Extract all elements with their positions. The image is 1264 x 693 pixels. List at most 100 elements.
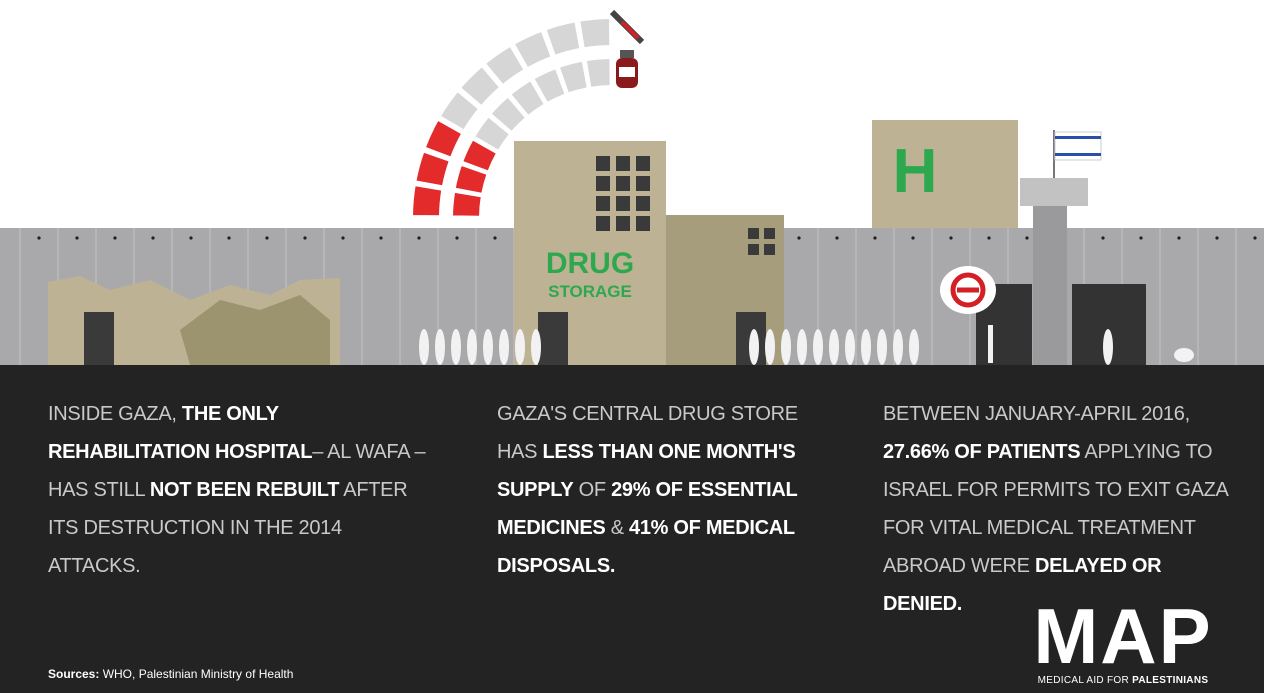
person xyxy=(781,329,791,365)
logo-tagline: MEDICAL AID FOR PALESTINIANS xyxy=(1028,675,1218,686)
tower-top xyxy=(1020,178,1088,206)
window xyxy=(764,244,775,255)
person xyxy=(1103,329,1113,365)
arc-segment xyxy=(586,58,611,88)
arc-segment xyxy=(579,18,610,48)
window xyxy=(616,176,630,191)
flag-stripe xyxy=(1055,136,1101,139)
wall-bolt xyxy=(1215,236,1218,239)
wall-bolt xyxy=(341,236,344,239)
vial xyxy=(620,50,634,58)
wall-bolt xyxy=(835,236,838,239)
emphasis: 27.66% of patients xyxy=(883,441,1080,463)
logo-name: MAP xyxy=(1028,597,1218,675)
person xyxy=(861,329,871,365)
person xyxy=(988,325,993,363)
text: of xyxy=(573,479,611,501)
wall-bolt xyxy=(873,236,876,239)
window xyxy=(764,228,775,239)
wall-bolt xyxy=(1177,236,1180,239)
wall-bolt xyxy=(189,236,192,239)
arc-segment xyxy=(546,21,581,55)
wall-bolt xyxy=(265,236,268,239)
wall-bolt xyxy=(417,236,420,239)
window xyxy=(636,176,650,191)
wall-bolt xyxy=(911,236,914,239)
drug-label: DRUG xyxy=(546,247,634,280)
person xyxy=(749,329,759,365)
window xyxy=(596,176,610,191)
fact: Gaza's central drug store has less than … xyxy=(497,395,837,585)
wall-bolt xyxy=(37,236,40,239)
person xyxy=(419,329,429,365)
drug-label: STORAGE xyxy=(548,282,632,301)
fact: Between January-April 2016, 27.66% of pa… xyxy=(883,395,1233,623)
person xyxy=(893,329,903,365)
person xyxy=(813,329,823,365)
window xyxy=(748,228,759,239)
wall-bolt xyxy=(1025,236,1028,239)
text: Between January-April 2016, xyxy=(883,403,1190,425)
person xyxy=(467,329,477,365)
wall-bolt xyxy=(1253,236,1256,239)
wall-bolt xyxy=(113,236,116,239)
text-panel: Inside Gaza, the only rehabilitation hos… xyxy=(0,365,1264,693)
door xyxy=(84,312,114,365)
wall-bolt xyxy=(797,236,800,239)
hospital-letter: H xyxy=(893,137,938,206)
arc-segment xyxy=(412,185,442,216)
wall-bolt xyxy=(151,236,154,239)
window xyxy=(636,196,650,211)
person xyxy=(909,329,919,365)
window xyxy=(596,196,610,211)
window xyxy=(748,244,759,255)
tower xyxy=(1033,200,1067,365)
window xyxy=(596,216,610,231)
logo: MAP MEDICAL AID FOR PALESTINIANS xyxy=(1028,597,1218,686)
person xyxy=(877,329,887,365)
illustration: DRUG STORAGE H xyxy=(0,0,1264,365)
infographic: DRUG STORAGE H Inside Gaza, the only reh… xyxy=(0,0,1264,693)
wall-bolt xyxy=(493,236,496,239)
arc-segment xyxy=(415,152,449,187)
window xyxy=(616,196,630,211)
tagline: MEDICAL AID FOR xyxy=(1038,675,1132,686)
person xyxy=(845,329,855,365)
person xyxy=(451,329,461,365)
person xyxy=(765,329,775,365)
person xyxy=(531,329,541,365)
text: Inside Gaza, xyxy=(48,403,182,425)
arc-segment xyxy=(452,192,482,217)
wall-bolt xyxy=(75,236,78,239)
wall-bolt xyxy=(949,236,952,239)
door xyxy=(538,312,568,365)
person xyxy=(499,329,509,365)
wall-bolt xyxy=(1101,236,1104,239)
person xyxy=(515,329,525,365)
fact: Inside Gaza, the only rehabilitation hos… xyxy=(48,395,428,585)
flag-stripe xyxy=(1055,153,1101,156)
person xyxy=(483,329,493,365)
sources: Sources: WHO, Palestinian Ministry of He… xyxy=(48,667,293,681)
wall-bolt xyxy=(455,236,458,239)
vial xyxy=(619,67,635,77)
person xyxy=(1174,348,1194,362)
window xyxy=(636,216,650,231)
window xyxy=(616,156,630,171)
sources-label: Sources: xyxy=(48,667,99,681)
window xyxy=(596,156,610,171)
person xyxy=(829,329,839,365)
wall-bolt xyxy=(379,236,382,239)
person xyxy=(797,329,807,365)
wall-bolt xyxy=(1139,236,1142,239)
window xyxy=(616,216,630,231)
text: & xyxy=(605,517,629,539)
syringe xyxy=(622,22,638,38)
wall-bolt xyxy=(303,236,306,239)
sources-text: WHO, Palestinian Ministry of Health xyxy=(99,667,293,681)
wall-bolt xyxy=(227,236,230,239)
wall-bolt xyxy=(987,236,990,239)
tagline-bold: PALESTINIANS xyxy=(1132,675,1208,686)
emphasis: not been rebuilt xyxy=(150,479,339,501)
person xyxy=(435,329,445,365)
